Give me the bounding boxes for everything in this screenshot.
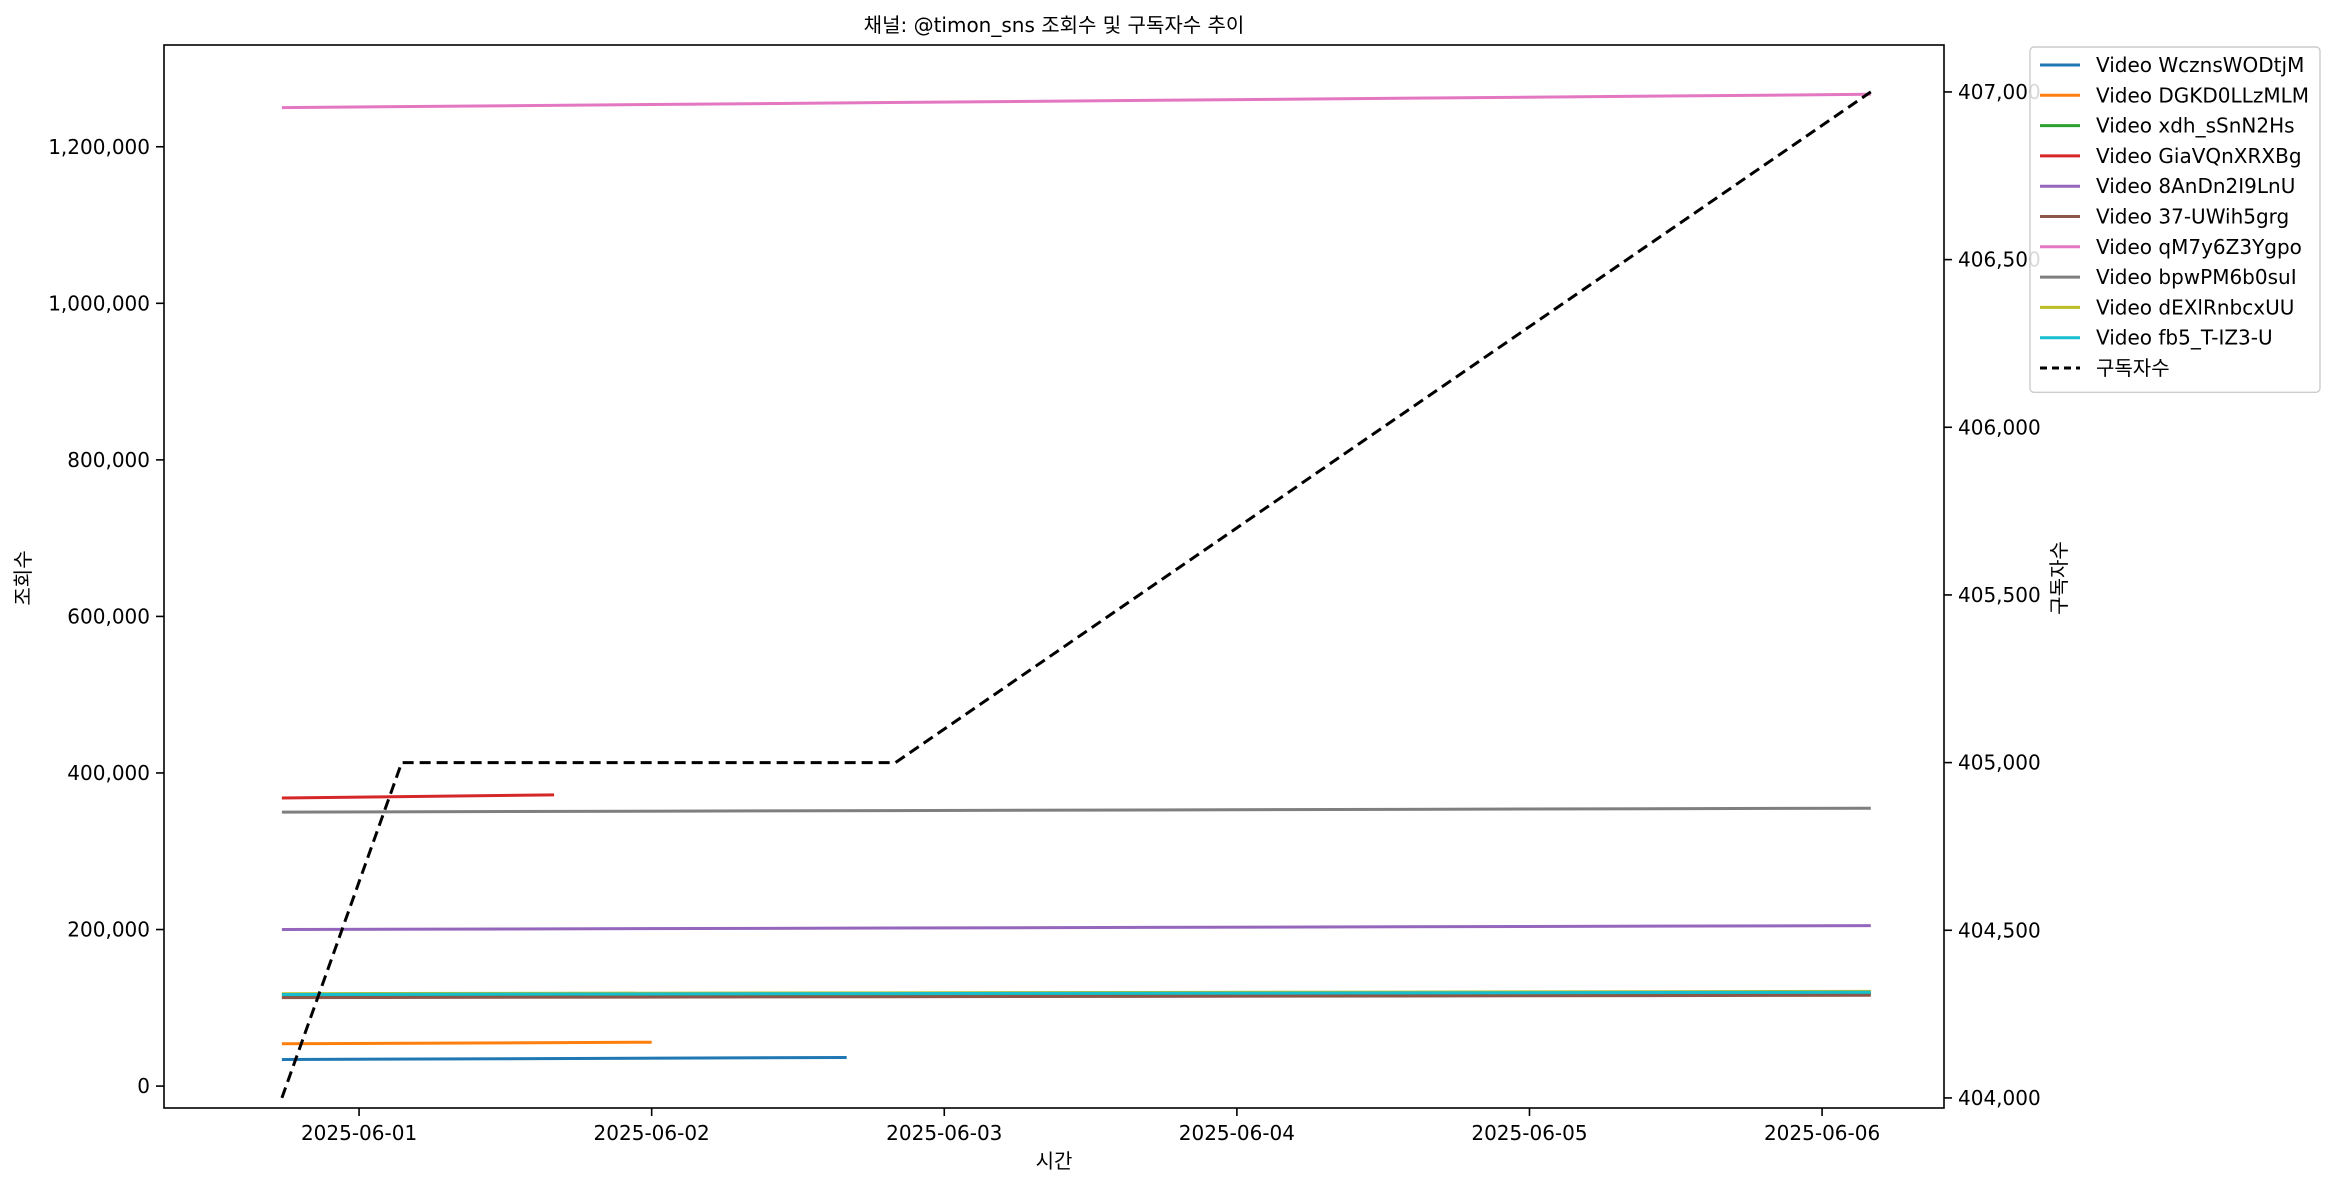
series-line-2 (281, 992, 1871, 998)
series-line-6 (281, 92, 1871, 110)
y-tick-label: 200,000 (67, 918, 150, 942)
chart-title: 채널: @timon_sns 조회수 및 구독자수 추이 (864, 13, 1245, 37)
legend-label: Video bpwPM6b0suI (2096, 265, 2297, 289)
y-tick-label: 400,000 (67, 761, 150, 785)
legend-label: Video dEXlRnbcxUU (2096, 295, 2294, 319)
legend-label: Video qM7y6Z3Ygpo (2096, 235, 2302, 259)
legend: Video WcznsWODtjM Video DGKD0LLzMLM Video … (2029, 46, 2321, 393)
y2-tick-label: 404,000 (1958, 1086, 2041, 1110)
legend-label: Video xdh_sSnN2Hs (2096, 114, 2295, 138)
y2-tick-label: 407,000 (1958, 80, 2041, 104)
y-tick-label: 600,000 (67, 604, 150, 628)
y-axis-title: 조회수 (11, 550, 35, 605)
x-axis: 2025-06-01 2025-06-02 2025-06-03 2025-06-04… (301, 1108, 1880, 1145)
y2-axis-title: 구독자수 (2047, 541, 2071, 615)
legend-box (2029, 46, 2321, 393)
series-line-9 (281, 990, 1871, 996)
legend-label: Video 37-UWih5grg (2096, 205, 2289, 229)
y-tick-label: 800,000 (67, 448, 150, 472)
legend-label: Video WcznsWODtjM (2096, 53, 2304, 77)
y-axis-left: 0 200,000 400,000 600,000 800,000 1,000,000 1,… (48, 135, 164, 1098)
series-line-1 (281, 1040, 652, 1046)
y2-tick-label: 406,500 (1958, 248, 2041, 272)
y2-tick-label: 404,500 (1958, 918, 2041, 942)
y-axis-right: 404,000 404,500 405,000 405,500 406,000 406,5… (1944, 80, 2041, 1110)
subscriber-line (280, 90, 1872, 1099)
x-tick-label: 2025-06-05 (1471, 1121, 1587, 1145)
x-tick-label: 2025-06-02 (594, 1121, 710, 1145)
x-axis-title: 시간 (1036, 1149, 1073, 1173)
series-line-3 (281, 793, 555, 800)
y-tick-label: 1,000,000 (48, 291, 150, 315)
y2-tick-label: 406,000 (1958, 415, 2041, 439)
legend-label: Video fb5_T-IZ3-U (2096, 326, 2273, 350)
y2-tick-label: 405,500 (1958, 583, 2041, 607)
plot-frame (163, 44, 1945, 1109)
x-tick-label: 2025-06-01 (301, 1121, 417, 1145)
series-line-0 (281, 1056, 847, 1061)
x-tick-label: 2025-06-06 (1764, 1121, 1880, 1145)
x-tick-label: 2025-06-03 (886, 1121, 1002, 1145)
series-line-5 (281, 993, 1871, 1000)
series-line-7 (281, 806, 1871, 814)
legend-label: Video GiaVQnXRXBg (2096, 144, 2302, 168)
legend-label: Video DGKD0LLzMLM (2096, 83, 2309, 107)
y-tick-label: 1,200,000 (48, 135, 150, 159)
legend-label: Video 8AnDn2I9LnU (2096, 174, 2295, 198)
y-tick-label: 0 (137, 1074, 150, 1098)
x-tick-label: 2025-06-04 (1179, 1121, 1295, 1145)
legend-label: 구독자수 (2096, 356, 2170, 380)
y2-tick-label: 405,000 (1958, 751, 2041, 775)
series-line-4 (281, 924, 1871, 931)
plot-area (163, 44, 1945, 1109)
